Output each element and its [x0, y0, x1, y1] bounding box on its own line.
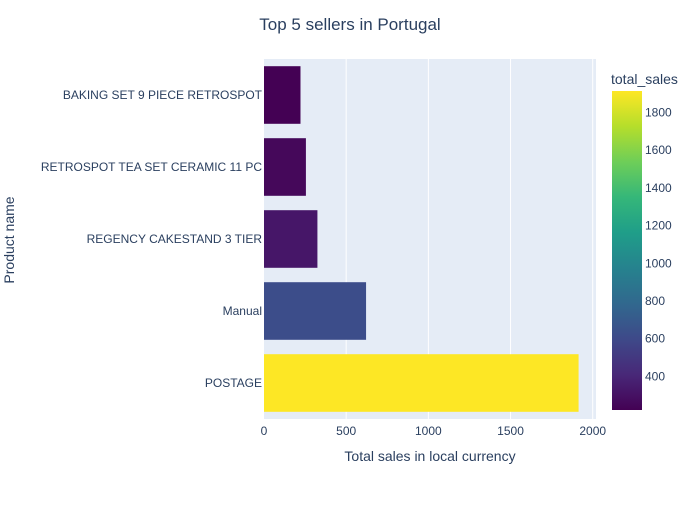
bar[interactable]: [264, 210, 318, 268]
colorbar-title: total_sales: [611, 71, 678, 87]
colorbar-tick-label: 400: [645, 369, 665, 383]
y-tick-label: REGENCY CAKESTAND 3 TIER: [87, 232, 263, 246]
colorbar-tick-label: 1400: [645, 181, 672, 195]
y-tick-label: Manual: [223, 304, 262, 318]
colorbar-tick-label: 1600: [645, 143, 672, 157]
x-tick-label: 1500: [497, 424, 524, 438]
colorbar-ticks: 400 600 800 1000 1200 1400 1600 1800: [645, 105, 672, 383]
x-tick-labels: 0 500 1000 1500 2000: [261, 424, 607, 438]
bars: [264, 66, 579, 412]
chart-title: Top 5 sellers in Portugal: [259, 15, 440, 34]
colorbar-tick-label: 600: [645, 332, 665, 346]
y-axis-title: Product name: [1, 196, 17, 283]
x-tick-label: 500: [336, 424, 356, 438]
y-tick-labels: BAKING SET 9 PIECE RETROSPOT RETROSPOT TE…: [41, 88, 263, 390]
y-tick-label: RETROSPOT TEA SET CERAMIC 11 PC: [41, 160, 263, 174]
bar[interactable]: [264, 138, 306, 196]
x-axis-title: Total sales in local currency: [344, 448, 515, 464]
bar[interactable]: [264, 282, 367, 340]
bar[interactable]: [264, 66, 301, 124]
colorbar-tick-label: 800: [645, 294, 665, 308]
x-tick-label: 2000: [579, 424, 606, 438]
x-tick-label: 1000: [415, 424, 442, 438]
bar[interactable]: [264, 354, 579, 412]
colorbar-tick-label: 1800: [645, 105, 672, 119]
x-tick-label: 0: [261, 424, 268, 438]
colorbar: [612, 91, 642, 410]
y-tick-label: BAKING SET 9 PIECE RETROSPOT: [63, 88, 263, 102]
colorbar-tick-label: 1000: [645, 256, 672, 270]
y-tick-label: POSTAGE: [205, 376, 262, 390]
colorbar-tick-label: 1200: [645, 219, 672, 233]
